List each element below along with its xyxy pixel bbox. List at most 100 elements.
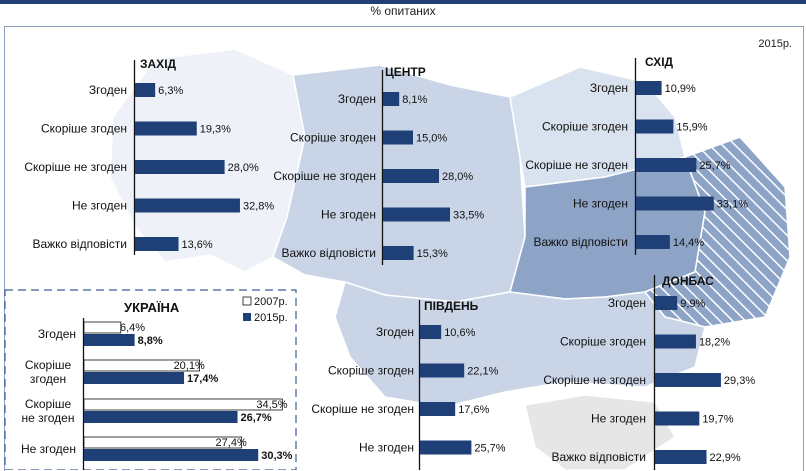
ukraine-bar-2007-2 (83, 398, 283, 411)
ukraine-label-2007-2: 34,5% (256, 399, 287, 411)
category-label-0-2: Скоріше не згоден (24, 160, 127, 174)
ukraine-category-0: Згоден (38, 327, 76, 341)
value-label-1-4: 15,3% (417, 248, 448, 260)
category-label-1-2: Скоріше не згоден (273, 169, 376, 183)
bar-4-0 (420, 325, 442, 339)
ukraine-bar-2015-2 (84, 411, 238, 423)
category-label-1-1: Скоріше згоден (290, 131, 376, 145)
bar-2-3 (636, 196, 714, 211)
category-label-3-4: Важко відповісти (551, 450, 646, 464)
category-label-4-3: Не згоден (359, 441, 414, 455)
value-label-2-2: 25,7% (699, 160, 730, 172)
category-label-1-3: Не згоден (321, 208, 376, 222)
bar-1-2 (383, 169, 439, 183)
bar-0-0 (135, 83, 156, 97)
ukraine-label-2015-1: 17,4% (187, 373, 218, 385)
bar-3-1 (655, 334, 696, 349)
map-crimea (524, 394, 677, 470)
category-label-1-4: Важко відповісти (281, 246, 376, 260)
chart-subtitle: % опитаних (370, 4, 436, 18)
category-label-3-3: Не згоден (591, 412, 646, 426)
value-label-2-1: 15,9% (676, 122, 707, 134)
category-label-0-0: Згоден (89, 83, 127, 97)
ukraine-label-2015-3: 30,3% (261, 450, 292, 462)
ukraine-label-2015-0: 8,8% (138, 335, 163, 347)
value-label-1-0: 8,1% (402, 94, 427, 106)
value-label-4-1: 22,1% (467, 366, 498, 378)
panel-title-4: ПІВДЕНЬ (424, 299, 479, 313)
category-label-2-4: Важко відповісти (533, 235, 628, 249)
ukraine-category-3: Не згоден (21, 442, 76, 456)
category-label-4-2: Скоріше не згоден (311, 402, 414, 416)
legend-2015-label: 2015р. (254, 312, 288, 324)
ukraine-bar-2007-0 (83, 321, 122, 334)
ukraine-category-line2-1: згоден (30, 372, 66, 386)
value-label-3-2: 29,3% (724, 375, 755, 387)
category-label-2-2: Скоріше не згоден (525, 158, 628, 172)
bar-2-1 (636, 119, 674, 134)
ukraine-label-2007-0: 6,4% (120, 322, 145, 334)
value-label-3-1: 18,2% (699, 337, 730, 349)
value-label-4-3: 25,7% (474, 443, 505, 455)
ukraine-category-line1-2: Скоріше (25, 397, 72, 411)
category-label-4-0: Згоден (376, 325, 414, 339)
value-label-2-0: 10,9% (665, 83, 696, 95)
category-label-0-4: Важко відповісти (32, 237, 127, 251)
value-label-0-4: 13,6% (182, 239, 213, 251)
value-label-1-2: 28,0% (442, 171, 473, 183)
ukraine-bar-2015-0 (84, 334, 135, 346)
value-label-1-3: 33,5% (453, 210, 484, 222)
value-label-3-4: 22,9% (710, 452, 741, 464)
year-label: 2015р. (758, 38, 792, 50)
category-label-3-0: Згоден (608, 296, 646, 310)
category-label-0-1: Скоріше згоден (41, 122, 127, 136)
bar-3-0 (655, 296, 678, 310)
ukraine-bar-2007-3 (83, 436, 242, 449)
bar-0-1 (135, 121, 197, 136)
category-label-2-0: Згоден (590, 81, 628, 95)
bar-0-4 (135, 237, 179, 251)
value-label-0-3: 32,8% (243, 201, 274, 213)
category-label-1-0: Згоден (338, 92, 376, 106)
panel-title-0: ЗАХІД (140, 57, 177, 71)
value-label-3-0: 9,9% (680, 298, 705, 310)
bar-3-2 (655, 373, 721, 387)
bar-0-3 (135, 198, 240, 213)
bar-3-4 (655, 450, 707, 464)
value-label-1-1: 15,0% (416, 133, 447, 145)
ukraine-bar-2015-1 (84, 372, 185, 384)
bar-1-3 (383, 207, 450, 222)
top-bar (0, 0, 806, 4)
category-label-2-3: Не згоден (573, 197, 628, 211)
category-label-3-2: Скоріше не згоден (543, 373, 646, 387)
value-label-0-2: 28,0% (228, 162, 259, 174)
ukraine-category-line2-2: не згоден (22, 411, 75, 425)
bar-2-4 (636, 235, 670, 249)
panel-title-2: СХІД (645, 55, 674, 69)
bar-2-2 (636, 158, 697, 172)
ukraine-label-2007-3: 27,4% (216, 437, 247, 449)
legend-2007-swatch (242, 296, 252, 306)
value-label-4-2: 17,6% (458, 404, 489, 416)
value-label-4-0: 10,6% (444, 327, 475, 339)
ukraine-label-2007-1: 20,1% (174, 360, 205, 372)
bar-4-3 (420, 440, 472, 455)
bar-1-0 (383, 92, 400, 106)
legend-2015-swatch (243, 313, 251, 321)
legend-2007-label: 2007р. (254, 296, 288, 308)
category-label-2-1: Скоріше згоден (542, 120, 628, 134)
bar-4-2 (420, 402, 456, 416)
panel-title-3: ДОНБАС (662, 274, 714, 288)
ukraine-label-2015-2: 26,7% (241, 412, 272, 424)
ukraine-bar-2015-3 (84, 449, 259, 461)
value-label-2-4: 14,4% (673, 237, 704, 249)
category-label-4-1: Скоріше згоден (328, 364, 414, 378)
category-label-3-1: Скоріше згоден (560, 335, 646, 349)
value-label-3-3: 19,7% (702, 414, 733, 426)
bar-3-3 (655, 411, 700, 426)
ukraine-title: УКРАЇНА (124, 300, 180, 315)
panel-title-1: ЦЕНТР (385, 65, 426, 79)
ukraine-bar-2007-1 (83, 359, 200, 372)
bar-2-0 (636, 81, 662, 95)
